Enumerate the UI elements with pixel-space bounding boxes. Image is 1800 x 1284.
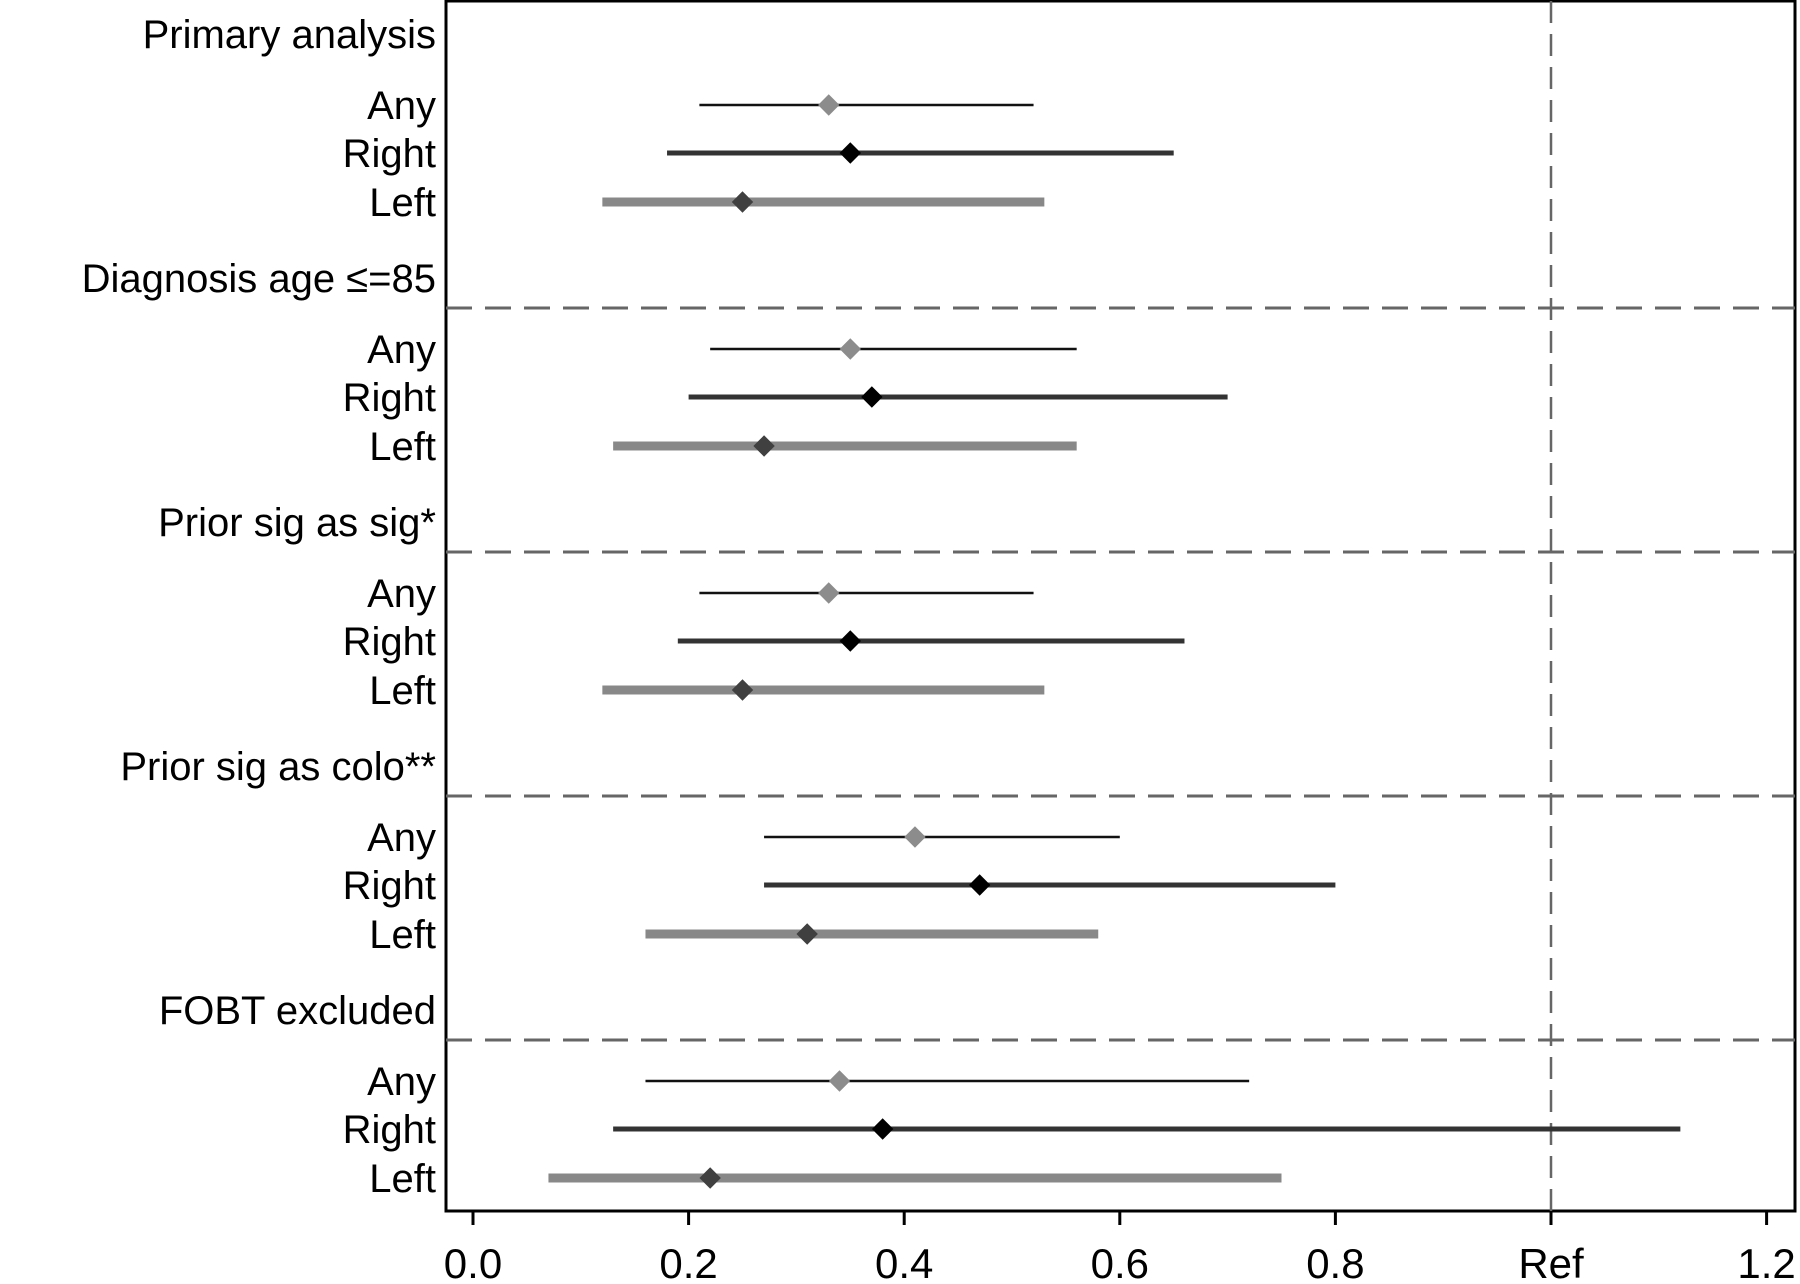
point-estimate bbox=[828, 1070, 851, 1092]
row-label: Left bbox=[369, 1157, 436, 1201]
row-label: Left bbox=[369, 181, 436, 225]
plot-frame bbox=[444, 0, 1797, 1213]
point-estimate bbox=[818, 582, 840, 604]
group-title: Primary analysis bbox=[143, 13, 436, 57]
row-label: Any bbox=[367, 1060, 436, 1104]
x-tick-label: 1.2 bbox=[1737, 1240, 1795, 1284]
row-label: Left bbox=[369, 913, 436, 957]
point-estimate bbox=[731, 679, 754, 701]
x-tick-label: Ref bbox=[1518, 1240, 1584, 1284]
row-label: Right bbox=[343, 1108, 436, 1152]
row-label: Any bbox=[367, 84, 436, 128]
point-estimate bbox=[753, 435, 775, 457]
row-label: Any bbox=[367, 816, 436, 860]
point-estimate bbox=[796, 923, 818, 945]
row-label: Right bbox=[343, 132, 436, 176]
point-estimate bbox=[818, 94, 840, 116]
point-estimate bbox=[968, 874, 991, 896]
group-title: Diagnosis age ≤=85 bbox=[82, 257, 436, 301]
point-estimate bbox=[839, 630, 862, 652]
group-title: Prior sig as colo** bbox=[120, 745, 436, 789]
row-label: Right bbox=[343, 864, 436, 908]
row-label: Right bbox=[343, 376, 436, 420]
group-title: FOBT excluded bbox=[159, 989, 436, 1033]
x-tick-label: 0.2 bbox=[659, 1240, 717, 1284]
x-tick-label: 0.4 bbox=[875, 1240, 933, 1284]
point-estimate bbox=[839, 142, 862, 164]
point-estimate bbox=[731, 191, 754, 213]
point-estimate bbox=[861, 386, 883, 408]
x-tick-label: 0.8 bbox=[1306, 1240, 1364, 1284]
row-label: Left bbox=[369, 425, 436, 469]
group-separators bbox=[446, 306, 1795, 1042]
point-estimate bbox=[904, 826, 926, 848]
point-estimate bbox=[839, 338, 862, 360]
row-label: Any bbox=[367, 328, 436, 372]
group-title: Prior sig as sig* bbox=[158, 501, 436, 545]
row-label: Right bbox=[343, 620, 436, 664]
x-tick-label: 0.6 bbox=[1091, 1240, 1149, 1284]
point-estimate bbox=[871, 1118, 894, 1140]
row-label: Left bbox=[369, 669, 436, 713]
x-tick-label: 0.0 bbox=[444, 1240, 502, 1284]
row-label: Any bbox=[367, 572, 436, 616]
x-axis: 0.0 0.2 0.4 0.6 0.8 Ref 1.2 bbox=[444, 1211, 1796, 1284]
interval-marks bbox=[548, 94, 1681, 1189]
point-estimate bbox=[699, 1167, 721, 1189]
